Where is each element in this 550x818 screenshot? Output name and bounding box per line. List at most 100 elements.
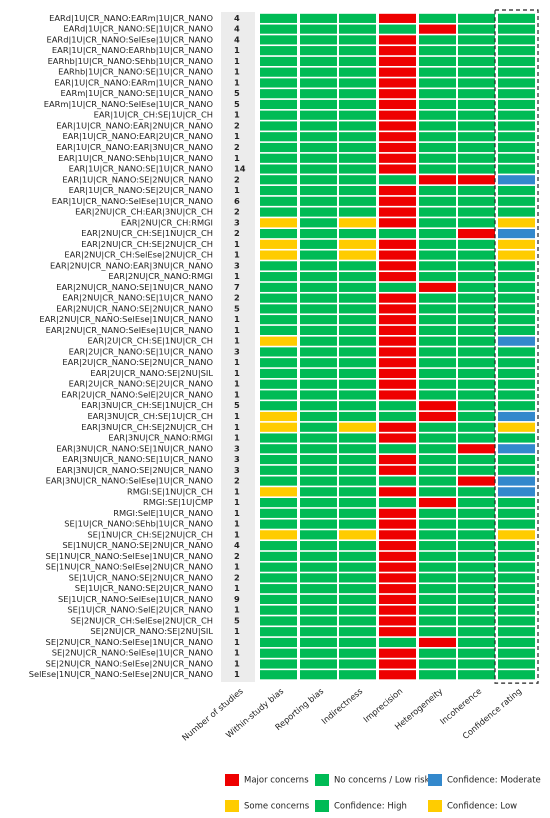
number-of-studies: 5 [234, 400, 240, 410]
comparison-label: SE|2NU|CR_NANO:SelEse|1NU|CR_NANO [46, 637, 214, 647]
cell [300, 347, 337, 357]
cell [419, 390, 456, 400]
cell [498, 218, 535, 228]
legend-swatch [315, 800, 329, 812]
cell [379, 196, 416, 206]
cell [339, 508, 376, 518]
comparison-label: EAR|2U|CR_NANO:SelE|2U|CR_NANO [61, 389, 213, 399]
cell [339, 99, 376, 110]
cell [339, 584, 376, 594]
cell [300, 411, 337, 422]
number-of-studies: 1 [234, 669, 240, 679]
cell [379, 594, 416, 604]
cell [339, 670, 376, 680]
cell [260, 519, 297, 529]
cell [300, 293, 337, 303]
cell [300, 229, 337, 239]
cell [379, 627, 416, 637]
cell [379, 282, 416, 292]
cell [300, 368, 337, 379]
cell [419, 519, 456, 529]
cell [260, 239, 297, 249]
cell [339, 142, 376, 153]
cell [458, 293, 495, 303]
number-of-studies: 1 [234, 529, 240, 539]
cell [260, 422, 297, 432]
cell [339, 110, 376, 120]
cell [498, 551, 535, 561]
cell [498, 637, 535, 648]
comparison-label: EAR|1U|CR_NANO:SelEse|1U|CR_NANO [52, 196, 214, 206]
cell [339, 164, 376, 174]
cell [419, 530, 456, 540]
cell [498, 175, 535, 185]
cell [458, 229, 495, 239]
cell [260, 411, 297, 422]
cell [458, 282, 495, 292]
cell [458, 78, 495, 88]
cell [458, 541, 495, 551]
cell [419, 164, 456, 174]
number-of-studies: 4 [234, 540, 240, 550]
cell [379, 551, 416, 561]
cell [339, 196, 376, 206]
cell [498, 422, 535, 432]
cell [498, 304, 535, 314]
comparison-label: EAR|2U|CR_CH:SE|1NU|CR_CH [87, 336, 213, 346]
cell [260, 444, 297, 454]
cell [260, 584, 297, 594]
cell [498, 508, 535, 518]
comparison-label: SE|1U|CR_NANO:SE|2NU|CR_NANO [69, 572, 214, 582]
cell [339, 659, 376, 669]
cell [260, 56, 297, 66]
cell [419, 454, 456, 465]
cell [458, 637, 495, 648]
cell [498, 465, 535, 475]
cell [498, 605, 535, 615]
cell [339, 487, 376, 497]
cell [419, 239, 456, 249]
cell [300, 261, 337, 271]
cell [379, 207, 416, 217]
comparison-label: SE|1U|CR_NANO:SelEse|1U|CR_NANO [58, 594, 214, 604]
cell [339, 132, 376, 142]
number-of-studies: 1 [234, 508, 240, 518]
cell [498, 325, 535, 335]
comparison-label: EAR|3NU|CR_CH:SE|2NU|CR_CH [81, 422, 213, 432]
cell [419, 444, 456, 454]
number-of-studies: 1 [234, 626, 240, 636]
cell [339, 637, 376, 648]
comparison-label: EAR|3NU|CR_NANO:SE|2NU|CR_NANO [56, 465, 213, 475]
cell [300, 379, 337, 389]
cell [260, 659, 297, 669]
comparison-label: EARhb|1U|CR_NANO:SEhb|1U|CR_NANO [48, 56, 214, 66]
cell [419, 433, 456, 443]
cell [419, 35, 456, 45]
cell [498, 584, 535, 594]
cell [300, 594, 337, 604]
cell [419, 110, 456, 120]
number-of-studies: 1 [234, 110, 240, 120]
cell [498, 99, 535, 110]
cell [458, 584, 495, 594]
cell [260, 648, 297, 658]
cell [379, 13, 416, 23]
cell [339, 444, 376, 454]
cell [458, 121, 495, 131]
cell [498, 476, 535, 486]
cell [339, 67, 376, 77]
cell [379, 637, 416, 648]
cell [300, 67, 337, 77]
comparison-label: SE|1NU|CR_NANO:SelEse|1NU|CR_NANO [46, 551, 214, 561]
comparison-label: EAR|2NU|CR_NANO:SelEse|1NU|CR_NANO [39, 314, 213, 324]
cell [458, 304, 495, 314]
cell [419, 261, 456, 271]
cell [339, 379, 376, 389]
cell [260, 368, 297, 379]
cell [300, 465, 337, 475]
cell [339, 207, 376, 217]
cell [300, 627, 337, 637]
number-of-studies: 1 [234, 519, 240, 529]
cell [458, 605, 495, 615]
cell [419, 541, 456, 551]
